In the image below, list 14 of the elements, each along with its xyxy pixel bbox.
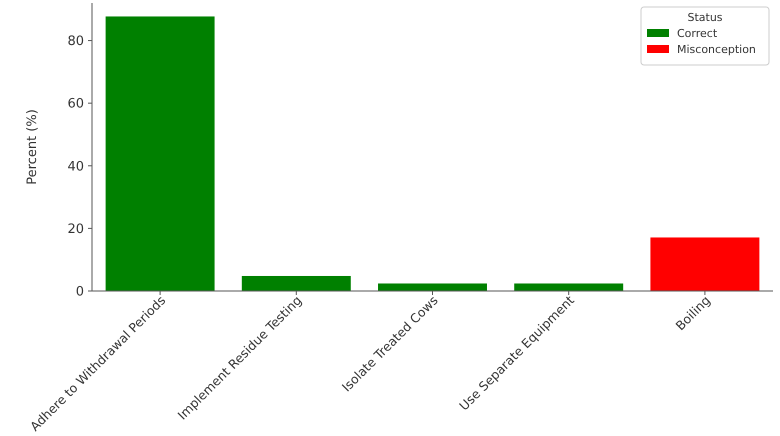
y-tick-label: 60 [67, 96, 84, 112]
y-tick-label: 80 [67, 34, 84, 50]
bar [242, 276, 351, 291]
bar [650, 237, 760, 291]
legend-title: Status [687, 11, 723, 24]
y-tick-label: 0 [76, 284, 84, 300]
y-tick-label: 40 [67, 159, 84, 174]
legend-label: Correct [677, 26, 718, 40]
bar [106, 16, 215, 291]
y-tick-label: 20 [67, 222, 84, 237]
bar [514, 283, 624, 291]
legend-label: Misconception [677, 42, 756, 56]
y-axis-title: Percent (%) [25, 109, 40, 185]
bar [378, 283, 487, 291]
